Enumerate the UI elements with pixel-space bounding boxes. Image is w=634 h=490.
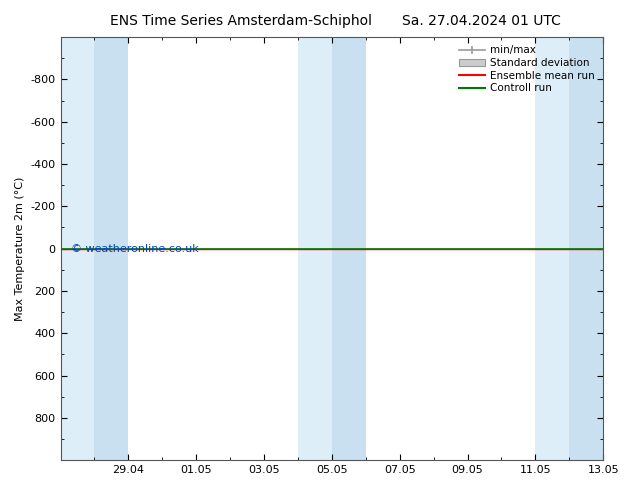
Bar [94, 37, 128, 460]
Text: ENS Time Series Amsterdam-Schiphol: ENS Time Series Amsterdam-Schiphol [110, 14, 372, 28]
Legend: min/max, Standard deviation, Ensemble mean run, Controll run: min/max, Standard deviation, Ensemble me… [456, 42, 598, 97]
Text: Sa. 27.04.2024 01 UTC: Sa. 27.04.2024 01 UTC [403, 14, 561, 28]
Text: © weatheronline.co.uk: © weatheronline.co.uk [72, 244, 199, 254]
Bar [569, 37, 603, 460]
Bar [298, 37, 332, 460]
Bar [535, 37, 569, 460]
Bar [332, 37, 366, 460]
Bar [60, 37, 94, 460]
Y-axis label: Max Temperature 2m (°C): Max Temperature 2m (°C) [15, 176, 25, 321]
